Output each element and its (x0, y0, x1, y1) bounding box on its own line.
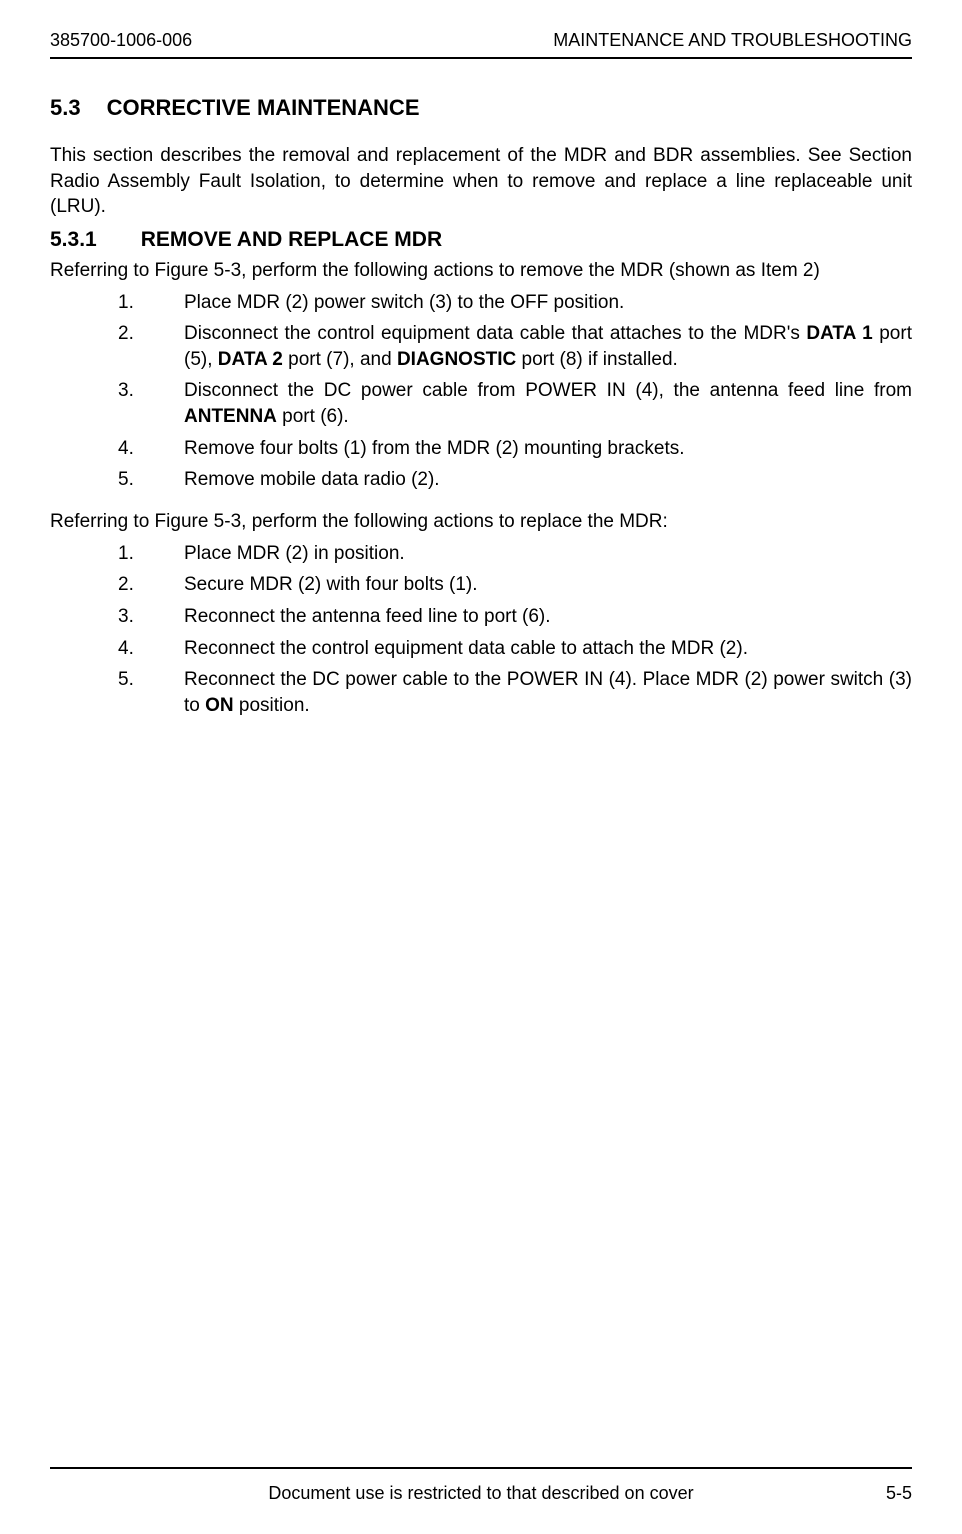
item-number: 3. (118, 604, 184, 630)
list-item: 5.Remove mobile data radio (2). (118, 467, 912, 493)
list-item: 2.Disconnect the control equipment data … (118, 321, 912, 372)
list-item: 5.Reconnect the DC power cable to the PO… (118, 667, 912, 718)
footer-page-number: 5-5 (886, 1483, 912, 1504)
footer-center: Document use is restricted to that descr… (268, 1483, 693, 1504)
section-title: CORRECTIVE MAINTENANCE (107, 95, 420, 120)
page-footer: Document use is restricted to that descr… (50, 1467, 912, 1504)
list-item: 3.Reconnect the antenna feed line to por… (118, 604, 912, 630)
remove-intro: Referring to Figure 5-3, perform the fol… (50, 258, 912, 284)
item-text: Reconnect the antenna feed line to port … (184, 604, 912, 630)
item-number: 4. (118, 436, 184, 462)
item-text: Place MDR (2) in position. (184, 541, 912, 567)
content-area: 5.3 CORRECTIVE MAINTENANCE This section d… (50, 95, 912, 1467)
subsection-heading: 5.3.1 REMOVE AND REPLACE MDR (50, 228, 912, 252)
item-text: Disconnect the control equipment data ca… (184, 321, 912, 372)
list-item: 1.Place MDR (2) power switch (3) to the … (118, 290, 912, 316)
page-container: 385700-1006-006 MAINTENANCE AND TROUBLES… (0, 0, 962, 1534)
item-text: Place MDR (2) power switch (3) to the OF… (184, 290, 912, 316)
list-item: 4.Reconnect the control equipment data c… (118, 636, 912, 662)
list-item: 2.Secure MDR (2) with four bolts (1). (118, 572, 912, 598)
list-item: 3.Disconnect the DC power cable from POW… (118, 378, 912, 429)
item-text: Remove four bolts (1) from the MDR (2) m… (184, 436, 912, 462)
replace-intro: Referring to Figure 5-3, perform the fol… (50, 509, 912, 535)
item-number: 5. (118, 467, 184, 493)
item-text: Reconnect the control equipment data cab… (184, 636, 912, 662)
list-item: 1.Place MDR (2) in position. (118, 541, 912, 567)
replace-list: 1.Place MDR (2) in position.2.Secure MDR… (118, 541, 912, 719)
item-number: 4. (118, 636, 184, 662)
intro-paragraph: This section describes the removal and r… (50, 143, 912, 220)
item-text: Remove mobile data radio (2). (184, 467, 912, 493)
item-text: Secure MDR (2) with four bolts (1). (184, 572, 912, 598)
header-doc-number: 385700-1006-006 (50, 30, 192, 51)
remove-list: 1.Place MDR (2) power switch (3) to the … (118, 290, 912, 493)
subsection-title: REMOVE AND REPLACE MDR (141, 228, 442, 251)
item-text: Reconnect the DC power cable to the POWE… (184, 667, 912, 718)
item-number: 2. (118, 572, 184, 598)
item-number: 1. (118, 290, 184, 316)
item-number: 5. (118, 667, 184, 718)
section-number: 5.3 (50, 95, 81, 121)
header-title: MAINTENANCE AND TROUBLESHOOTING (553, 30, 912, 51)
section-heading: 5.3 CORRECTIVE MAINTENANCE (50, 95, 912, 121)
item-text: Disconnect the DC power cable from POWER… (184, 378, 912, 429)
list-item: 4.Remove four bolts (1) from the MDR (2)… (118, 436, 912, 462)
subsection-number: 5.3.1 (50, 228, 97, 252)
item-number: 3. (118, 378, 184, 429)
item-number: 1. (118, 541, 184, 567)
page-header: 385700-1006-006 MAINTENANCE AND TROUBLES… (50, 30, 912, 59)
item-number: 2. (118, 321, 184, 372)
